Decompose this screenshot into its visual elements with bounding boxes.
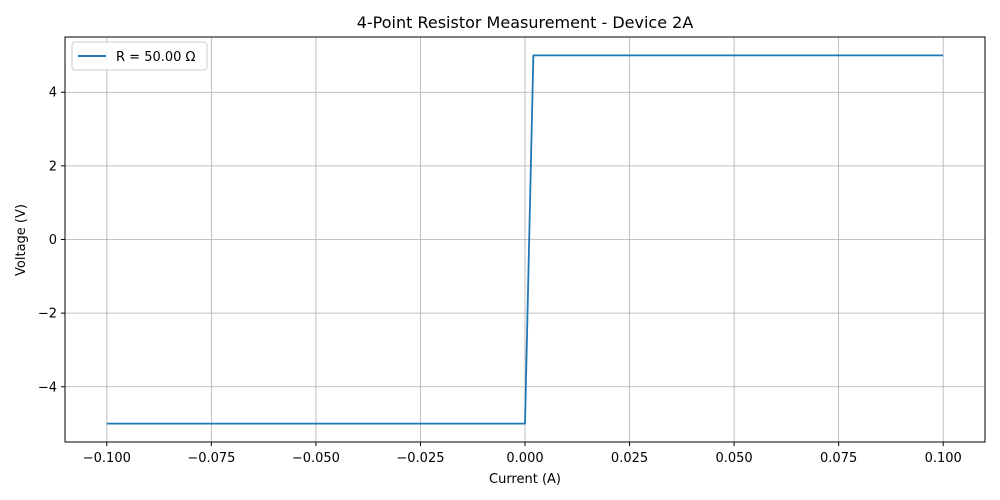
x-axis-ticks: −0.100 −0.075 −0.050 −0.025 0.000 0.025 0.050 0… (83, 442, 962, 466)
y-tick-label: 4 (49, 86, 57, 101)
x-tick-label: −0.050 (292, 451, 340, 466)
x-tick-label: 0.100 (925, 451, 962, 466)
y-tick-label: −4 (38, 380, 57, 395)
x-tick-label: −0.100 (83, 451, 131, 466)
x-tick-label: 0.075 (820, 451, 857, 466)
y-axis-label: Voltage (V) (14, 204, 29, 276)
x-tick-label: 0.050 (715, 451, 752, 466)
y-tick-label: 0 (49, 233, 57, 248)
x-axis-label: Current (A) (489, 472, 561, 487)
legend-label: R = 50.00 Ω (116, 50, 196, 65)
series-line (106, 54, 944, 425)
x-tick-label: 0.000 (506, 451, 543, 466)
x-tick-label: −0.025 (396, 451, 444, 466)
y-tick-label: 2 (49, 159, 57, 174)
x-tick-label: 0.025 (611, 451, 648, 466)
y-tick-label: −2 (38, 307, 57, 322)
grid (65, 37, 985, 442)
legend-box (71, 41, 208, 71)
legend: R = 50.00 Ω (71, 41, 208, 71)
chart-title: 4-Point Resistor Measurement - Device 2A (357, 13, 694, 32)
y-axis-ticks: −4 −2 0 2 4 (38, 86, 65, 395)
x-tick-label: −0.075 (187, 451, 235, 466)
series-layer (106, 54, 944, 425)
